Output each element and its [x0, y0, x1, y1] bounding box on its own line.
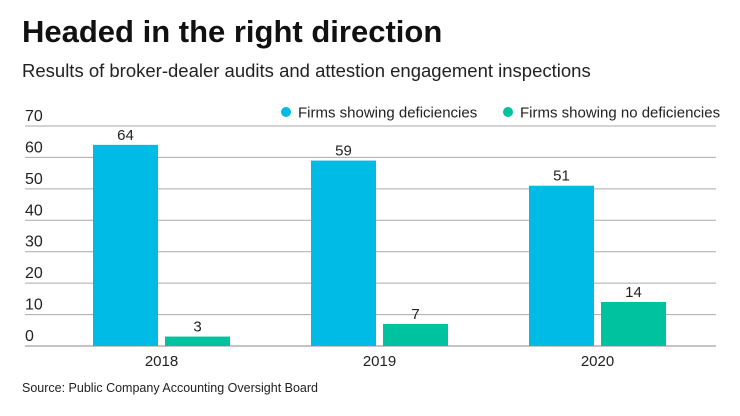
- bar-no-deficiencies-2018: [165, 336, 230, 346]
- data-label: 3: [193, 319, 201, 336]
- bar-deficiencies-2018: [93, 144, 158, 346]
- legend-label: Firms showing no deficiencies: [520, 105, 720, 122]
- y-tick-label: 50: [25, 171, 43, 188]
- y-tick-label: 70: [25, 108, 43, 125]
- data-label: 64: [117, 127, 134, 144]
- y-tick-label: 0: [25, 328, 34, 345]
- legend-marker: [503, 107, 513, 117]
- x-tick-label: 2020: [581, 353, 614, 370]
- y-tick-label: 60: [25, 139, 43, 156]
- data-label: 14: [625, 284, 642, 301]
- y-tick-label: 40: [25, 202, 43, 219]
- legend-marker: [281, 107, 291, 117]
- y-tick-label: 20: [25, 265, 43, 282]
- data-label: 51: [553, 168, 570, 185]
- source-note: Source: Public Company Accounting Oversi…: [22, 381, 318, 395]
- legend-label: Firms showing deficiencies: [298, 105, 477, 122]
- bar-no-deficiencies-2019: [383, 324, 448, 346]
- bar-deficiencies-2020: [529, 185, 594, 346]
- x-tick-label: 2019: [363, 353, 396, 370]
- bar-no-deficiencies-2020: [601, 302, 666, 346]
- data-label: 59: [335, 143, 352, 160]
- bar-deficiencies-2019: [311, 160, 376, 346]
- chart-title: Headed in the right direction: [22, 14, 443, 49]
- x-tick-label: 2018: [145, 353, 178, 370]
- y-tick-label: 10: [25, 297, 43, 314]
- chart-subtitle: Results of broker-dealer audits and atte…: [22, 60, 591, 81]
- y-tick-label: 30: [25, 234, 43, 251]
- data-label: 7: [411, 306, 419, 323]
